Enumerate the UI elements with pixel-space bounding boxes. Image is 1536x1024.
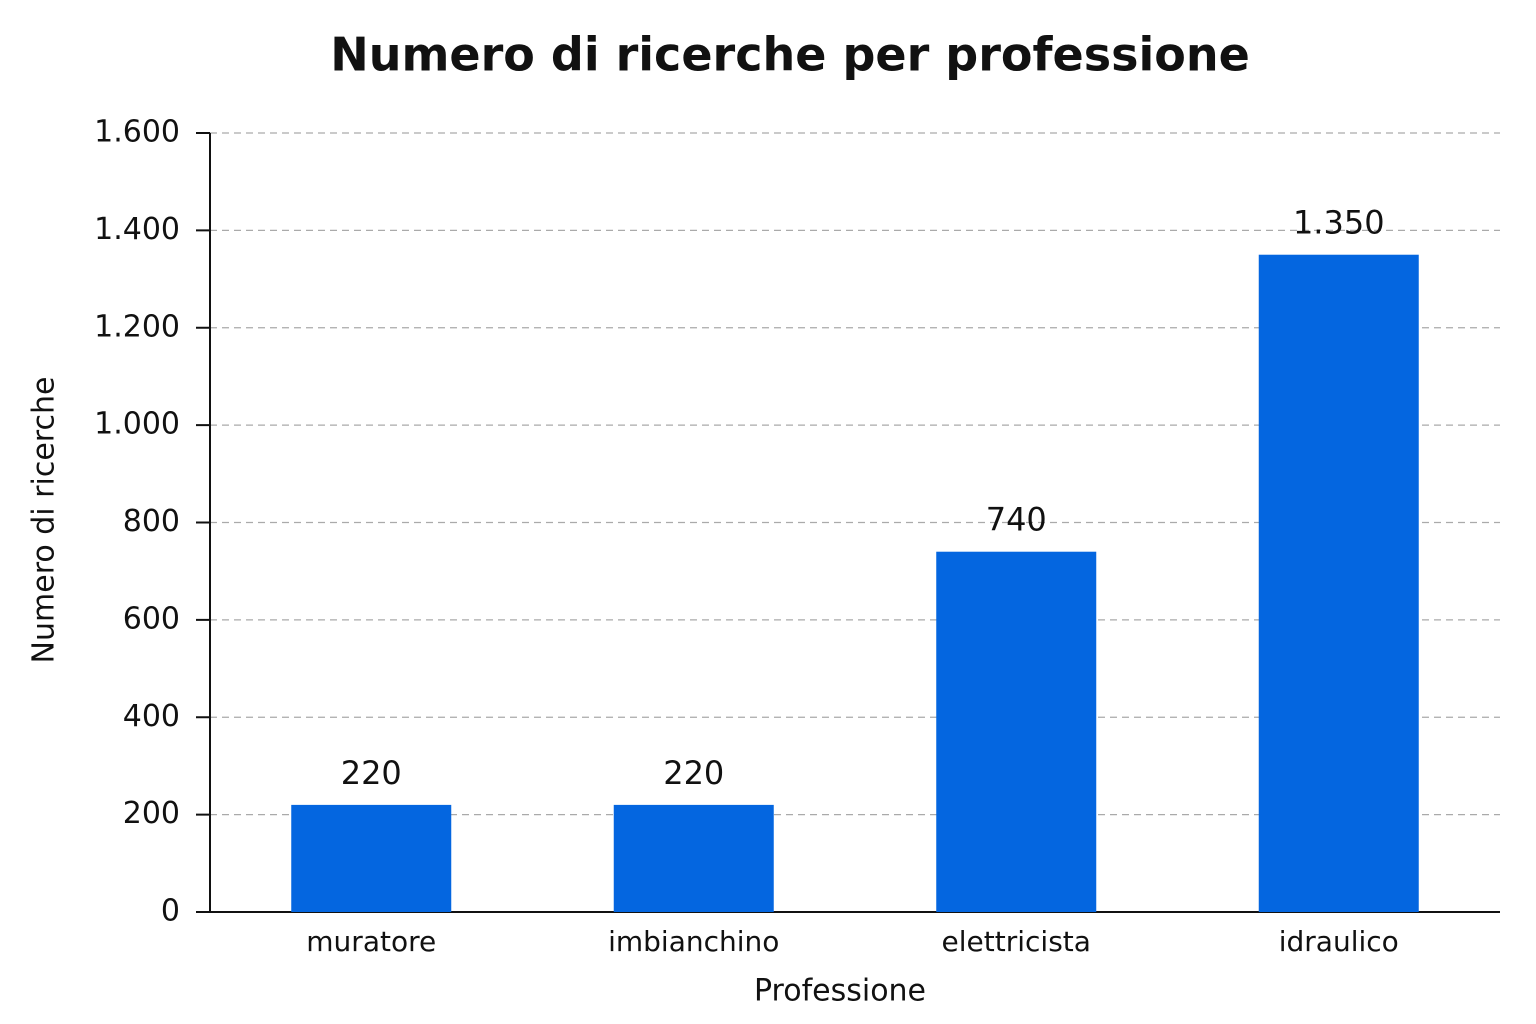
y-tick-label: 0 [161,894,180,929]
y-tick-label: 1.000 [94,407,180,442]
y-tick-label: 600 [123,601,180,636]
y-axis-label: Numero di ricerche [27,377,62,664]
y-tick-label: 400 [123,699,180,734]
y-tick-label: 1.400 [94,212,180,247]
value-label: 220 [341,754,402,792]
bar [936,551,1097,912]
y-tick-label: 200 [123,796,180,831]
value-label: 1.350 [1293,204,1385,242]
bar [613,804,774,912]
bar [291,804,452,912]
x-axis-label: Professione [754,974,926,1009]
bar [1258,254,1419,912]
chart-title: Numero di ricerche per professione [330,28,1250,82]
x-tick-label: idraulico [1279,925,1399,958]
value-label: 740 [986,501,1047,539]
y-tick-label: 1.600 [94,115,180,150]
x-tick-label: muratore [306,925,436,958]
y-tick-label: 1.200 [94,309,180,344]
y-tick-label: 800 [123,504,180,539]
x-tick-label: elettricista [942,925,1091,958]
value-label: 220 [663,754,724,792]
x-tick-label: imbianchino [608,925,779,958]
